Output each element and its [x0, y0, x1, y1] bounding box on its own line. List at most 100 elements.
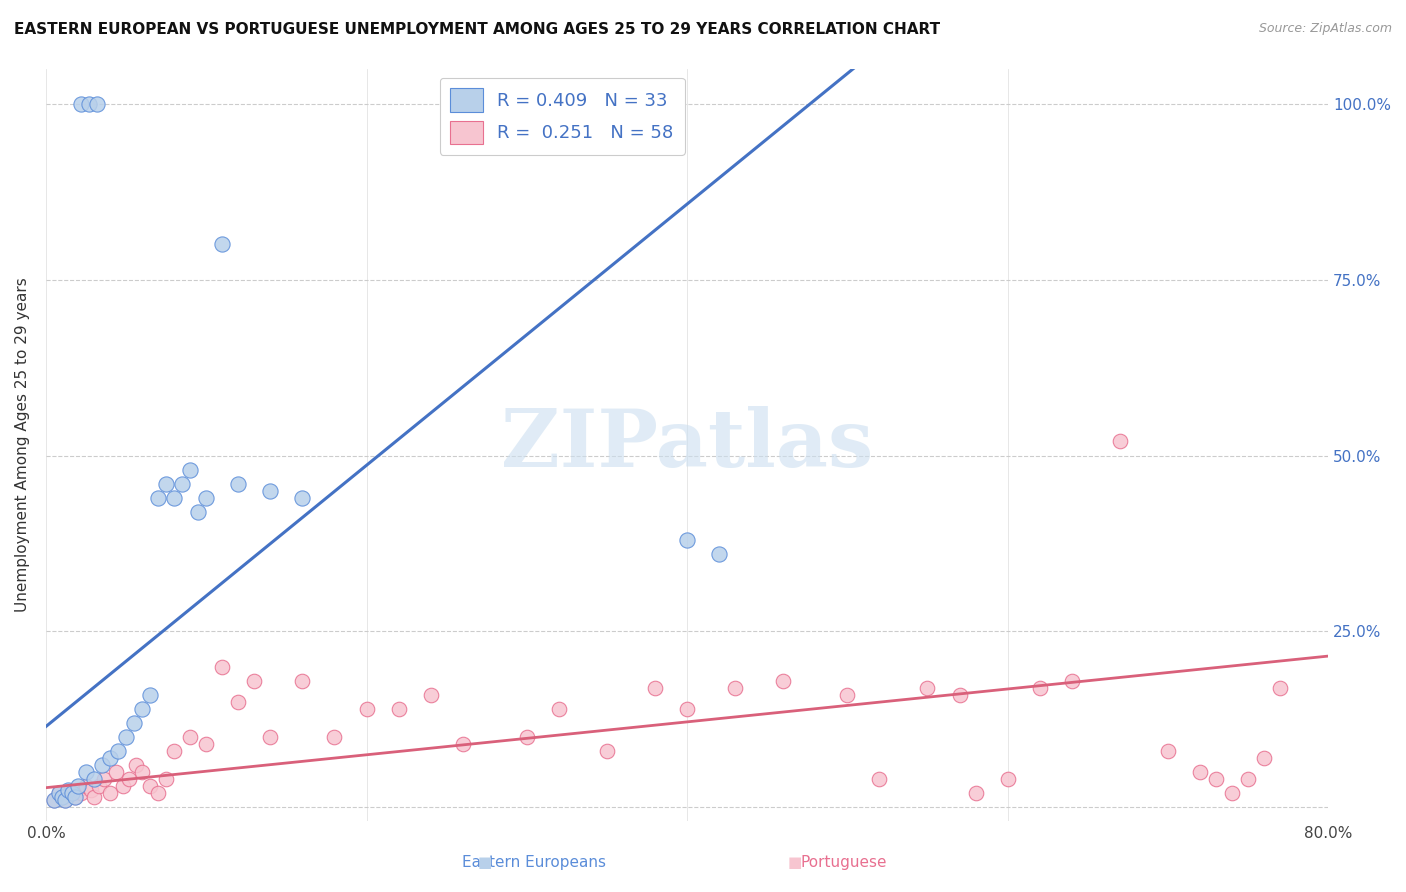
Point — [139, 779, 162, 793]
Point — [179, 462, 201, 476]
Point — [155, 772, 177, 787]
Point — [98, 786, 121, 800]
Text: Source: ZipAtlas.com: Source: ZipAtlas.com — [1258, 22, 1392, 36]
Point — [111, 779, 134, 793]
Point — [724, 681, 747, 695]
Point — [259, 483, 281, 498]
Point — [1268, 681, 1291, 695]
Legend: R = 0.409   N = 33, R =  0.251   N = 58: R = 0.409 N = 33, R = 0.251 N = 58 — [440, 78, 685, 154]
Point — [93, 772, 115, 787]
Point — [676, 533, 699, 547]
Point — [451, 737, 474, 751]
Point — [83, 789, 105, 804]
Point — [107, 744, 129, 758]
Point — [172, 476, 194, 491]
Point — [547, 702, 569, 716]
Point — [997, 772, 1019, 787]
Point — [917, 681, 939, 695]
Point — [131, 765, 153, 780]
Point — [868, 772, 890, 787]
Point — [644, 681, 666, 695]
Point — [48, 786, 70, 800]
Point — [98, 751, 121, 765]
Point — [122, 715, 145, 730]
Point — [356, 702, 378, 716]
Point — [965, 786, 987, 800]
Point — [70, 96, 93, 111]
Point — [131, 702, 153, 716]
Point — [596, 744, 619, 758]
Point — [1220, 786, 1243, 800]
Point — [48, 786, 70, 800]
Point — [125, 758, 148, 772]
Point — [1237, 772, 1260, 787]
Point — [63, 789, 86, 804]
Point — [63, 789, 86, 804]
Point — [42, 793, 65, 807]
Point — [1253, 751, 1275, 765]
Point — [51, 789, 73, 804]
Point — [516, 730, 538, 744]
Point — [1205, 772, 1227, 787]
Point — [83, 772, 105, 787]
Text: EASTERN EUROPEAN VS PORTUGUESE UNEMPLOYMENT AMONG AGES 25 TO 29 YEARS CORRELATIO: EASTERN EUROPEAN VS PORTUGUESE UNEMPLOYM… — [14, 22, 941, 37]
Point — [163, 744, 186, 758]
Point — [211, 237, 233, 252]
Point — [115, 730, 138, 744]
Point — [291, 673, 314, 688]
Point — [75, 765, 97, 780]
Point — [387, 702, 409, 716]
Point — [91, 758, 114, 772]
Point — [291, 491, 314, 505]
Text: ■: ■ — [478, 855, 492, 870]
Point — [87, 779, 110, 793]
Text: ZIPatlas: ZIPatlas — [501, 406, 873, 484]
Point — [323, 730, 346, 744]
Point — [139, 688, 162, 702]
Point — [53, 793, 76, 807]
Point — [66, 779, 89, 793]
Point — [419, 688, 441, 702]
Point — [195, 491, 218, 505]
Point — [837, 688, 859, 702]
Point — [75, 779, 97, 793]
Point — [226, 695, 249, 709]
Point — [66, 782, 89, 797]
Point — [163, 491, 186, 505]
Point — [58, 782, 80, 797]
Point — [118, 772, 141, 787]
Point — [948, 688, 970, 702]
Point — [1157, 744, 1180, 758]
Point — [179, 730, 201, 744]
Point — [243, 673, 266, 688]
Text: Eastern Europeans: Eastern Europeans — [463, 855, 606, 870]
Point — [77, 96, 100, 111]
Text: ■: ■ — [787, 855, 801, 870]
Text: Portuguese: Portuguese — [800, 855, 887, 870]
Point — [1108, 434, 1130, 449]
Point — [187, 505, 209, 519]
Point — [707, 547, 730, 561]
Point — [51, 789, 73, 804]
Point — [772, 673, 794, 688]
Point — [59, 786, 82, 800]
Point — [70, 786, 93, 800]
Point — [80, 782, 103, 797]
Point — [226, 476, 249, 491]
Point — [259, 730, 281, 744]
Point — [86, 96, 108, 111]
Y-axis label: Unemployment Among Ages 25 to 29 years: Unemployment Among Ages 25 to 29 years — [15, 277, 30, 613]
Point — [42, 793, 65, 807]
Point — [155, 476, 177, 491]
Point — [211, 659, 233, 673]
Point — [195, 737, 218, 751]
Point — [1060, 673, 1083, 688]
Point — [1028, 681, 1050, 695]
Point — [105, 765, 128, 780]
Point — [146, 491, 169, 505]
Point — [146, 786, 169, 800]
Point — [60, 786, 83, 800]
Point — [1188, 765, 1211, 780]
Point — [53, 793, 76, 807]
Point — [676, 702, 699, 716]
